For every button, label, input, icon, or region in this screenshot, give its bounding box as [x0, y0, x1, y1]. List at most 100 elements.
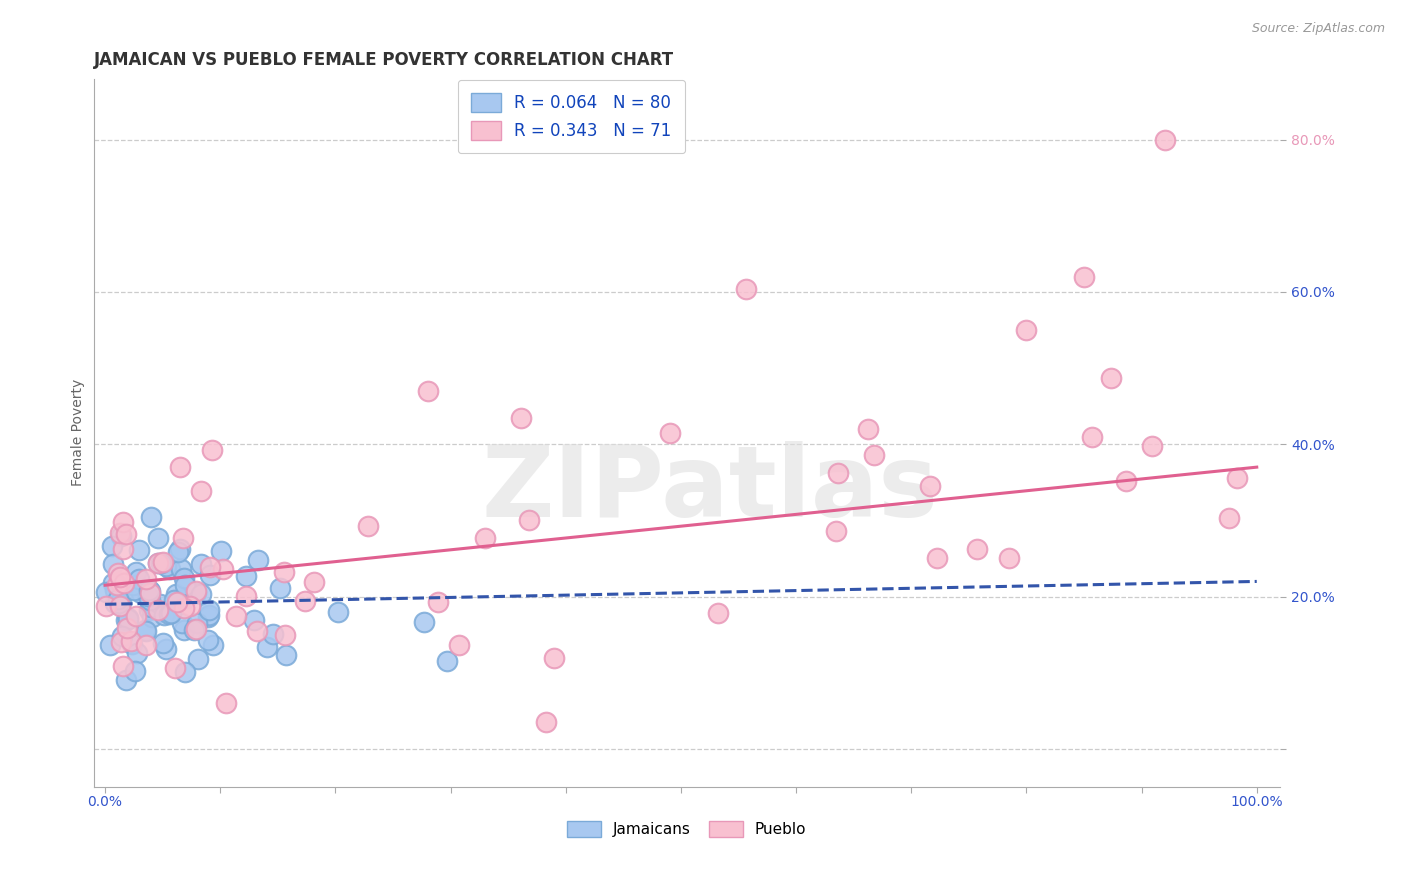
- Point: [152, 555, 174, 569]
- Point: [262, 627, 284, 641]
- Point: [856, 422, 879, 436]
- Point: [412, 615, 434, 629]
- Text: ZIPatlas: ZIPatlas: [482, 441, 939, 538]
- Point: [139, 585, 162, 599]
- Point: [474, 531, 496, 545]
- Point: [269, 582, 291, 596]
- Point: [198, 607, 221, 622]
- Point: [274, 648, 297, 662]
- Point: [139, 592, 162, 607]
- Point: [256, 640, 278, 655]
- Point: [273, 566, 295, 580]
- Point: [449, 638, 471, 652]
- Point: [827, 466, 849, 480]
- Point: [436, 654, 458, 668]
- Text: 100.0%: 100.0%: [1230, 795, 1284, 809]
- Point: [190, 587, 212, 601]
- Point: [115, 613, 138, 627]
- Point: [187, 652, 209, 666]
- Point: [212, 562, 235, 576]
- Text: Source: ZipAtlas.com: Source: ZipAtlas.com: [1251, 22, 1385, 36]
- Point: [122, 578, 145, 592]
- Point: [136, 590, 159, 604]
- Point: [190, 484, 212, 499]
- Point: [173, 578, 195, 592]
- Point: [120, 633, 142, 648]
- Point: [179, 599, 201, 614]
- Point: [274, 628, 297, 642]
- Point: [170, 616, 193, 631]
- Point: [918, 479, 941, 493]
- Point: [107, 566, 129, 581]
- Point: [166, 544, 188, 558]
- Point: [150, 556, 173, 570]
- Point: [246, 624, 269, 639]
- Point: [184, 584, 207, 599]
- Point: [107, 591, 129, 606]
- Point: [98, 638, 121, 652]
- Point: [190, 557, 212, 571]
- Point: [172, 531, 194, 545]
- Y-axis label: Female Poverty: Female Poverty: [72, 379, 86, 486]
- Point: [155, 641, 177, 656]
- Point: [1153, 132, 1175, 146]
- Point: [659, 425, 682, 440]
- Point: [101, 539, 124, 553]
- Point: [139, 599, 162, 614]
- Point: [134, 623, 156, 637]
- Point: [173, 571, 195, 585]
- Point: [246, 553, 269, 567]
- Point: [517, 513, 540, 527]
- Point: [110, 570, 132, 584]
- Point: [174, 665, 197, 679]
- Point: [184, 623, 207, 637]
- Point: [543, 651, 565, 665]
- Point: [170, 562, 193, 576]
- Point: [114, 673, 136, 687]
- Point: [825, 524, 848, 538]
- Point: [112, 576, 135, 591]
- Point: [104, 583, 127, 598]
- Point: [416, 384, 439, 398]
- Point: [138, 582, 160, 597]
- Point: [357, 518, 380, 533]
- Point: [157, 607, 180, 622]
- Point: [169, 460, 191, 475]
- Point: [509, 411, 531, 425]
- Point: [1226, 471, 1249, 485]
- Point: [302, 574, 325, 589]
- Point: [115, 621, 138, 635]
- Point: [197, 610, 219, 624]
- Point: [103, 558, 125, 572]
- Point: [139, 509, 162, 524]
- Point: [159, 562, 181, 576]
- Point: [1099, 370, 1122, 384]
- Point: [214, 696, 236, 710]
- Text: 0.0%: 0.0%: [87, 795, 122, 809]
- Legend: Jamaicans, Pueblo: Jamaicans, Pueblo: [561, 815, 813, 843]
- Point: [108, 599, 131, 613]
- Point: [534, 715, 557, 730]
- Point: [197, 633, 219, 648]
- Point: [146, 556, 169, 570]
- Point: [110, 635, 132, 649]
- Point: [998, 551, 1021, 566]
- Point: [200, 560, 222, 574]
- Point: [209, 543, 232, 558]
- Point: [108, 526, 131, 541]
- Text: JAMAICAN VS PUEBLO FEMALE POVERTY CORRELATION CHART: JAMAICAN VS PUEBLO FEMALE POVERTY CORREL…: [94, 51, 673, 69]
- Point: [105, 578, 128, 592]
- Point: [1115, 474, 1137, 488]
- Point: [1081, 430, 1104, 444]
- Point: [243, 613, 266, 627]
- Point: [173, 623, 195, 637]
- Point: [225, 609, 247, 624]
- Point: [112, 515, 135, 529]
- Point: [183, 623, 205, 637]
- Point: [108, 575, 131, 590]
- Point: [135, 624, 157, 639]
- Point: [149, 598, 172, 612]
- Point: [1073, 269, 1095, 284]
- Point: [155, 558, 177, 573]
- Point: [1140, 439, 1163, 453]
